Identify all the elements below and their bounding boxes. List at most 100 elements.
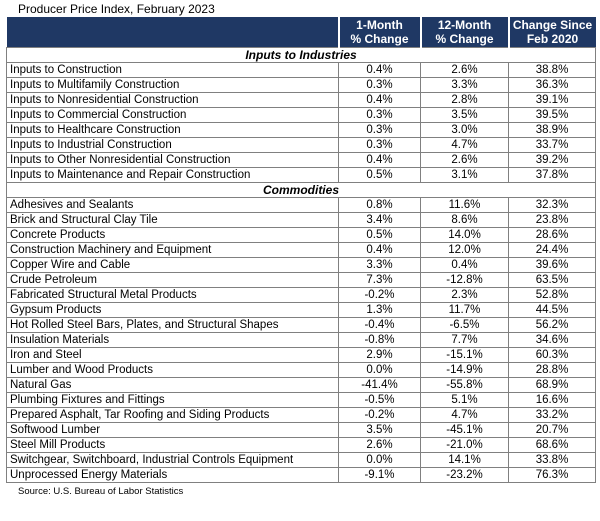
row-value-since-feb-2020: 60.3%: [508, 346, 596, 363]
row-label: Iron and Steel: [6, 346, 339, 363]
row-value-since-feb-2020: 76.3%: [508, 466, 596, 483]
row-value-1-month: 0.3%: [338, 136, 421, 153]
row-label: Brick and Structural Clay Tile: [6, 211, 339, 228]
row-value-1-month: -41.4%: [338, 376, 421, 393]
row-value-12-month: 3.0%: [420, 121, 509, 138]
row-label: Inputs to Multifamily Construction: [6, 76, 339, 93]
row-value-12-month: -45.1%: [420, 421, 509, 438]
row-label: Adhesives and Sealants: [6, 196, 339, 213]
row-value-12-month: 2.3%: [420, 286, 509, 303]
col-header-item: [6, 17, 339, 47]
table-row: Plumbing Fixtures and Fittings -0.5% 5.1% 1…: [6, 391, 596, 408]
row-value-since-feb-2020: 34.6%: [508, 331, 596, 348]
row-label: Inputs to Commercial Construction: [6, 106, 339, 123]
row-label: Plumbing Fixtures and Fittings: [6, 391, 339, 408]
row-value-1-month: 3.3%: [338, 256, 421, 273]
row-value-since-feb-2020: 39.1%: [508, 91, 596, 108]
row-label: Copper Wire and Cable: [6, 256, 339, 273]
table-row: Inputs to Multifamily Construction 0.3% 3.…: [6, 76, 596, 93]
row-value-since-feb-2020: 24.4%: [508, 241, 596, 258]
row-label: Unprocessed Energy Materials: [6, 466, 339, 483]
row-value-since-feb-2020: 23.8%: [508, 211, 596, 228]
row-label: Prepared Asphalt, Tar Roofing and Siding…: [6, 406, 339, 423]
section-title: Inputs to Industries: [6, 46, 596, 63]
col-header-12-month: 12-Month % Change: [419, 17, 509, 47]
row-value-since-feb-2020: 39.5%: [508, 106, 596, 123]
page-title: Producer Price Index, February 2023: [18, 2, 215, 16]
row-value-since-feb-2020: 39.6%: [508, 256, 596, 273]
table-row: Concrete Products 0.5% 14.0% 28.6%: [6, 226, 596, 243]
row-value-1-month: 0.8%: [338, 196, 421, 213]
row-label: Inputs to Industrial Construction: [6, 136, 339, 153]
row-value-12-month: 2.8%: [420, 91, 509, 108]
row-value-1-month: 3.5%: [338, 421, 421, 438]
row-value-since-feb-2020: 28.6%: [508, 226, 596, 243]
table-row: Steel Mill Products 2.6% -21.0% 68.6%: [6, 436, 596, 453]
row-value-12-month: -15.1%: [420, 346, 509, 363]
table-row: Softwood Lumber 3.5% -45.1% 20.7%: [6, 421, 596, 438]
row-label: Lumber and Wood Products: [6, 361, 339, 378]
table-row: Inputs to Healthcare Construction 0.3% 3.0…: [6, 121, 596, 138]
row-label: Construction Machinery and Equipment: [6, 241, 339, 258]
row-value-1-month: 1.3%: [338, 301, 421, 318]
col-header-change-since-feb-2020: Change Since Feb 2020: [507, 17, 596, 47]
row-value-1-month: 0.3%: [338, 121, 421, 138]
table-row: Copper Wire and Cable 3.3% 0.4% 39.6%: [6, 256, 596, 273]
table-row: Insulation Materials -0.8% 7.7% 34.6%: [6, 331, 596, 348]
row-value-since-feb-2020: 32.3%: [508, 196, 596, 213]
row-value-12-month: 2.6%: [420, 151, 509, 168]
row-label: Concrete Products: [6, 226, 339, 243]
row-value-12-month: -14.9%: [420, 361, 509, 378]
row-value-1-month: 3.4%: [338, 211, 421, 228]
row-value-12-month: 7.7%: [420, 331, 509, 348]
row-label: Steel Mill Products: [6, 436, 339, 453]
row-value-since-feb-2020: 44.5%: [508, 301, 596, 318]
row-value-1-month: 2.6%: [338, 436, 421, 453]
table-row: Unprocessed Energy Materials -9.1% -23.2% 7…: [6, 466, 596, 483]
row-label: Softwood Lumber: [6, 421, 339, 438]
row-value-since-feb-2020: 68.6%: [508, 436, 596, 453]
row-value-12-month: 14.1%: [420, 451, 509, 468]
row-label: Inputs to Maintenance and Repair Constru…: [6, 166, 339, 183]
row-value-since-feb-2020: 33.8%: [508, 451, 596, 468]
row-value-12-month: 4.7%: [420, 136, 509, 153]
section-row-inputs-to-industries: Inputs to Industries: [6, 46, 596, 63]
row-value-since-feb-2020: 37.8%: [508, 166, 596, 183]
row-label: Inputs to Construction: [6, 61, 339, 78]
table-row: Inputs to Construction 0.4% 2.6% 38.8%: [6, 61, 596, 78]
row-value-1-month: -9.1%: [338, 466, 421, 483]
row-value-12-month: 3.3%: [420, 76, 509, 93]
row-value-since-feb-2020: 39.2%: [508, 151, 596, 168]
table-row: Prepared Asphalt, Tar Roofing and Siding…: [6, 406, 596, 423]
row-value-12-month: 4.7%: [420, 406, 509, 423]
row-value-since-feb-2020: 56.2%: [508, 316, 596, 333]
header-row: 1-Month % Change 12-Month % Change Chang…: [6, 17, 596, 47]
row-label: Switchgear, Switchboard, Industrial Cont…: [6, 451, 339, 468]
table-row: Inputs to Nonresidential Construction 0.4…: [6, 91, 596, 108]
row-label: Natural Gas: [6, 376, 339, 393]
row-value-1-month: 2.9%: [338, 346, 421, 363]
row-label: Gypsum Products: [6, 301, 339, 318]
row-value-12-month: 11.6%: [420, 196, 509, 213]
row-value-1-month: 0.0%: [338, 361, 421, 378]
row-label: Inputs to Nonresidential Construction: [6, 91, 339, 108]
ppi-table: 1-Month % Change 12-Month % Change Chang…: [6, 17, 596, 483]
row-value-1-month: 0.0%: [338, 451, 421, 468]
table-row: Switchgear, Switchboard, Industrial Cont…: [6, 451, 596, 468]
row-value-1-month: 7.3%: [338, 271, 421, 288]
row-value-since-feb-2020: 52.8%: [508, 286, 596, 303]
section-row-commodities: Commodities: [6, 181, 596, 198]
row-value-since-feb-2020: 68.9%: [508, 376, 596, 393]
row-label: Fabricated Structural Metal Products: [6, 286, 339, 303]
row-value-1-month: 0.5%: [338, 226, 421, 243]
row-value-1-month: 0.4%: [338, 151, 421, 168]
source-note: Source: U.S. Bureau of Labor Statistics: [18, 485, 184, 497]
row-value-12-month: -55.8%: [420, 376, 509, 393]
table-body: Inputs to Industries Inputs to Constructi…: [6, 46, 596, 483]
row-value-12-month: 8.6%: [420, 211, 509, 228]
row-value-since-feb-2020: 33.2%: [508, 406, 596, 423]
row-value-since-feb-2020: 63.5%: [508, 271, 596, 288]
row-value-since-feb-2020: 28.8%: [508, 361, 596, 378]
row-value-12-month: 0.4%: [420, 256, 509, 273]
row-value-12-month: -21.0%: [420, 436, 509, 453]
